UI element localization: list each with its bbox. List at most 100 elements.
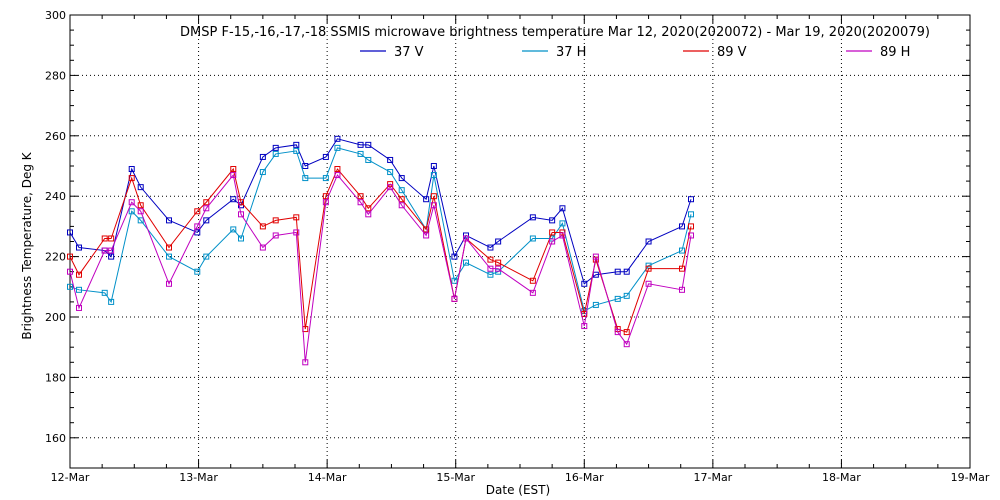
data-point xyxy=(592,253,599,260)
data-point xyxy=(203,199,210,206)
data-point xyxy=(398,187,405,194)
legend: 37 V 37 H 89 V 89 H xyxy=(360,45,910,60)
data-point xyxy=(559,220,566,227)
series-37-h xyxy=(67,144,694,314)
data-point xyxy=(76,304,82,311)
legend-label: 89 H xyxy=(880,45,910,60)
x-axis-label: Date (EST) xyxy=(486,483,550,497)
data-point xyxy=(495,238,502,245)
data-point xyxy=(487,244,494,251)
data-point xyxy=(230,226,237,233)
y-tick-label: 260 xyxy=(45,130,66,143)
data-point xyxy=(549,217,556,224)
data-point xyxy=(487,271,494,278)
data-series xyxy=(67,135,694,366)
data-point xyxy=(108,298,115,305)
data-point xyxy=(137,217,144,224)
x-tick-label: 18-Mar xyxy=(822,471,861,484)
data-point xyxy=(529,277,536,284)
data-point xyxy=(128,175,135,182)
data-point xyxy=(334,166,341,173)
series-end-segment xyxy=(681,235,692,290)
data-point xyxy=(194,268,201,275)
series-89-v xyxy=(67,166,694,336)
legend-label: 89 V xyxy=(717,45,747,60)
data-point xyxy=(430,193,437,200)
data-point xyxy=(108,253,115,260)
data-point xyxy=(398,202,405,209)
data-point xyxy=(357,150,364,157)
data-point xyxy=(322,153,329,160)
data-point xyxy=(357,141,364,148)
data-point xyxy=(137,184,144,191)
series-89-h xyxy=(67,172,694,366)
data-point xyxy=(529,235,536,242)
data-point xyxy=(166,217,172,224)
x-tick-label: 15-Mar xyxy=(436,471,475,484)
data-point xyxy=(614,329,621,336)
data-point xyxy=(529,214,536,221)
data-point xyxy=(67,253,73,260)
data-point xyxy=(398,175,405,182)
data-point xyxy=(357,193,364,200)
data-point xyxy=(645,265,652,272)
data-point xyxy=(259,153,266,160)
x-tick-label: 12-Mar xyxy=(51,471,90,484)
data-point xyxy=(334,172,341,179)
data-point xyxy=(487,256,494,263)
data-point xyxy=(302,359,309,366)
data-point xyxy=(322,199,329,206)
data-point xyxy=(238,235,244,242)
data-point xyxy=(430,163,437,169)
data-point xyxy=(194,208,201,215)
data-point xyxy=(430,172,437,179)
data-point xyxy=(137,202,144,209)
x-tick-label: 13-Mar xyxy=(179,471,218,484)
data-point xyxy=(203,205,210,212)
data-point xyxy=(293,214,300,221)
data-point xyxy=(463,235,469,242)
data-point xyxy=(365,156,372,163)
data-point xyxy=(101,247,108,254)
y-tick-label: 200 xyxy=(45,311,66,324)
data-point xyxy=(365,211,372,218)
data-point xyxy=(529,289,536,296)
data-point xyxy=(259,223,266,230)
data-point xyxy=(128,166,135,173)
data-point xyxy=(679,265,685,272)
data-point xyxy=(230,166,237,173)
data-point xyxy=(76,271,82,278)
data-point xyxy=(549,229,556,236)
y-tick-label: 160 xyxy=(45,432,66,445)
data-point xyxy=(463,259,469,266)
data-point xyxy=(128,208,135,215)
data-point xyxy=(365,141,372,148)
data-point xyxy=(137,208,144,215)
y-axis-label: Brightness Temperature, Deg K xyxy=(20,151,34,339)
series-37-v xyxy=(67,135,694,287)
x-tick-label: 19-Mar xyxy=(951,471,990,484)
data-point xyxy=(614,268,621,275)
data-point xyxy=(302,175,309,182)
data-point xyxy=(108,235,115,242)
data-point-end xyxy=(688,211,694,218)
data-point xyxy=(166,280,172,287)
chart-title: DMSP F-15,-16,-17,-18 SSMIS microwave br… xyxy=(180,25,930,40)
data-point xyxy=(238,211,244,218)
data-point xyxy=(614,295,621,302)
data-point xyxy=(101,235,108,242)
data-point xyxy=(272,150,279,157)
data-point xyxy=(334,135,341,142)
data-point xyxy=(128,199,135,206)
data-point xyxy=(423,226,430,233)
data-point xyxy=(203,217,210,224)
data-point-end xyxy=(688,232,694,239)
y-axis-ticks: 160 180 200 220 240 260 280 300 xyxy=(45,9,970,469)
data-point xyxy=(387,184,394,191)
y-tick-label: 240 xyxy=(45,190,66,203)
data-point xyxy=(194,223,201,230)
data-point xyxy=(76,244,82,251)
series-line xyxy=(69,173,683,363)
data-point xyxy=(293,141,300,148)
